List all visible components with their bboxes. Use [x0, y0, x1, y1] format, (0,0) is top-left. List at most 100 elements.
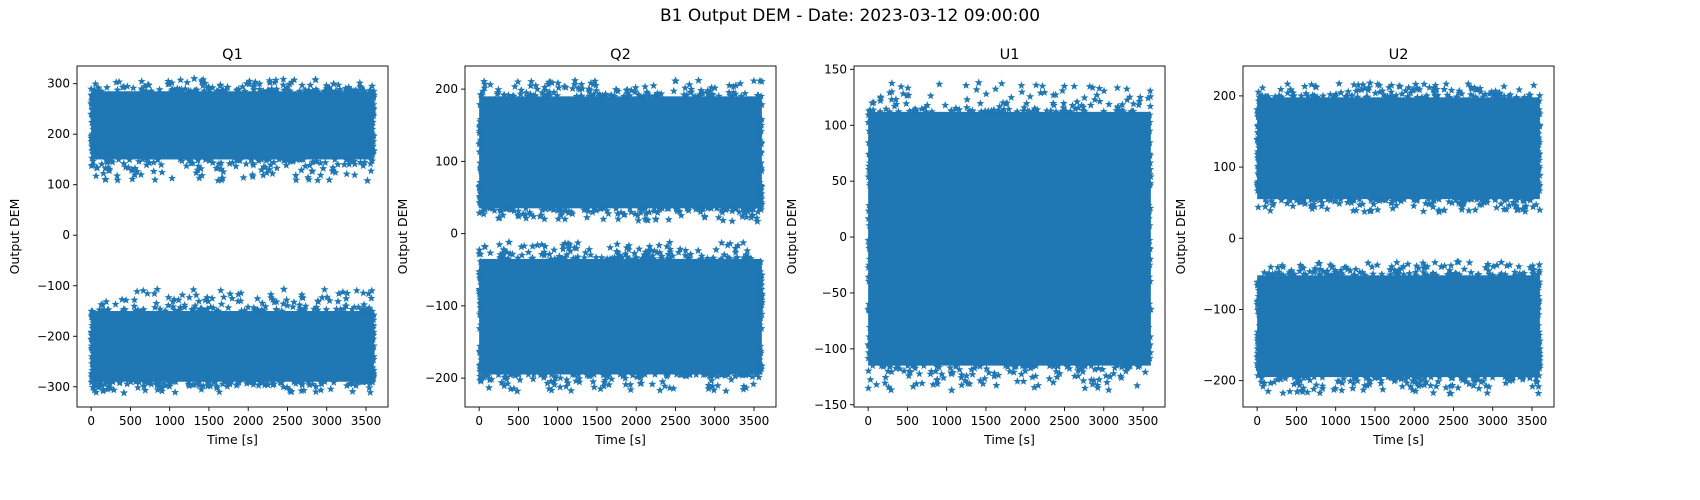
data-point: [173, 86, 182, 95]
data-point: [757, 127, 765, 135]
data-point: [881, 378, 889, 387]
data-point: [543, 91, 552, 100]
data-point: [722, 386, 730, 395]
data-point: [1535, 344, 1544, 353]
data-point: [599, 382, 608, 390]
data-point: [1390, 376, 1399, 385]
data-point: [1515, 269, 1524, 277]
data-point: [357, 84, 366, 93]
data-point: [1030, 104, 1039, 113]
data-point: [1533, 349, 1542, 357]
data-point: [89, 93, 98, 101]
data-point: [1312, 380, 1321, 389]
data-point: [549, 88, 558, 96]
data-point: [272, 305, 281, 313]
data-point: [105, 382, 113, 390]
data-point: [757, 139, 766, 147]
y-tick-label: −100: [425, 299, 458, 313]
data-point: [885, 362, 894, 371]
outlier-point: [1446, 389, 1455, 397]
data-point: [900, 366, 909, 375]
data-point: [226, 380, 234, 388]
data-point: [1435, 195, 1443, 203]
data-point: [1367, 196, 1375, 204]
data-point: [1052, 107, 1061, 116]
data-point: [308, 166, 316, 175]
data-point: [1145, 236, 1154, 244]
data-point: [1535, 356, 1544, 365]
data-point: [1488, 373, 1497, 381]
data-point: [1298, 387, 1307, 396]
data-point: [1532, 373, 1541, 381]
data-point: [1090, 95, 1099, 104]
data-point: [1279, 271, 1288, 279]
data-point: [1512, 205, 1521, 213]
data-point: [198, 77, 206, 86]
data-point: [369, 93, 378, 101]
data-point: [864, 300, 873, 308]
data-point: [237, 306, 246, 315]
data-point: [1534, 154, 1542, 162]
data-point: [664, 204, 673, 212]
data-point: [1358, 199, 1367, 208]
data-point: [1055, 369, 1064, 377]
data-point: [1079, 376, 1088, 385]
data-point: [318, 293, 327, 301]
data-point: [513, 253, 522, 262]
data-point: [1526, 373, 1535, 382]
data-point: [1307, 80, 1316, 88]
data-point: [142, 155, 151, 163]
data-point: [1346, 376, 1355, 385]
data-point: [681, 246, 690, 254]
data-point: [755, 359, 764, 368]
data-point: [634, 216, 643, 224]
data-point: [500, 90, 509, 99]
data-point: [357, 306, 366, 314]
data-point: [1392, 91, 1401, 99]
data-point: [1290, 270, 1299, 278]
y-tick-label: 0: [450, 227, 458, 241]
data-point: [899, 89, 908, 98]
data-point: [1300, 82, 1309, 90]
point-cluster-edge: [87, 75, 378, 184]
data-point: [1469, 92, 1478, 101]
data-point: [1469, 381, 1478, 390]
data-point: [1274, 268, 1283, 276]
data-point: [1277, 196, 1286, 204]
data-point: [1501, 270, 1510, 278]
data-point: [1337, 386, 1346, 394]
data-point: [1145, 354, 1154, 362]
data-point: [1038, 82, 1047, 90]
data-point: [155, 85, 164, 94]
data-point: [1445, 271, 1454, 279]
point-cluster-core: [479, 258, 762, 375]
x-tick-label: 2500: [660, 414, 691, 428]
axes-frame: [853, 65, 1166, 408]
data-point: [703, 204, 712, 212]
data-point: [586, 78, 595, 87]
data-point: [88, 131, 97, 139]
data-point: [1515, 85, 1524, 94]
data-point: [1135, 97, 1144, 105]
data-point: [561, 252, 570, 261]
data-point: [1095, 97, 1104, 105]
data-point: [1412, 261, 1421, 270]
data-point: [528, 242, 537, 250]
data-point: [1144, 201, 1153, 209]
data-point: [476, 273, 484, 282]
data-point: [87, 312, 96, 321]
data-point: [741, 89, 749, 97]
data-point: [475, 127, 484, 135]
data-point: [88, 105, 97, 114]
data-point: [957, 373, 966, 381]
data-point: [265, 165, 274, 173]
data-point: [1145, 165, 1154, 173]
data-point: [291, 379, 300, 387]
data-point: [584, 371, 593, 380]
data-point: [525, 208, 534, 217]
data-point: [1500, 196, 1509, 204]
data-point: [607, 90, 615, 99]
data-point: [142, 87, 151, 95]
data-point: [365, 303, 374, 312]
data-point: [1429, 195, 1438, 203]
